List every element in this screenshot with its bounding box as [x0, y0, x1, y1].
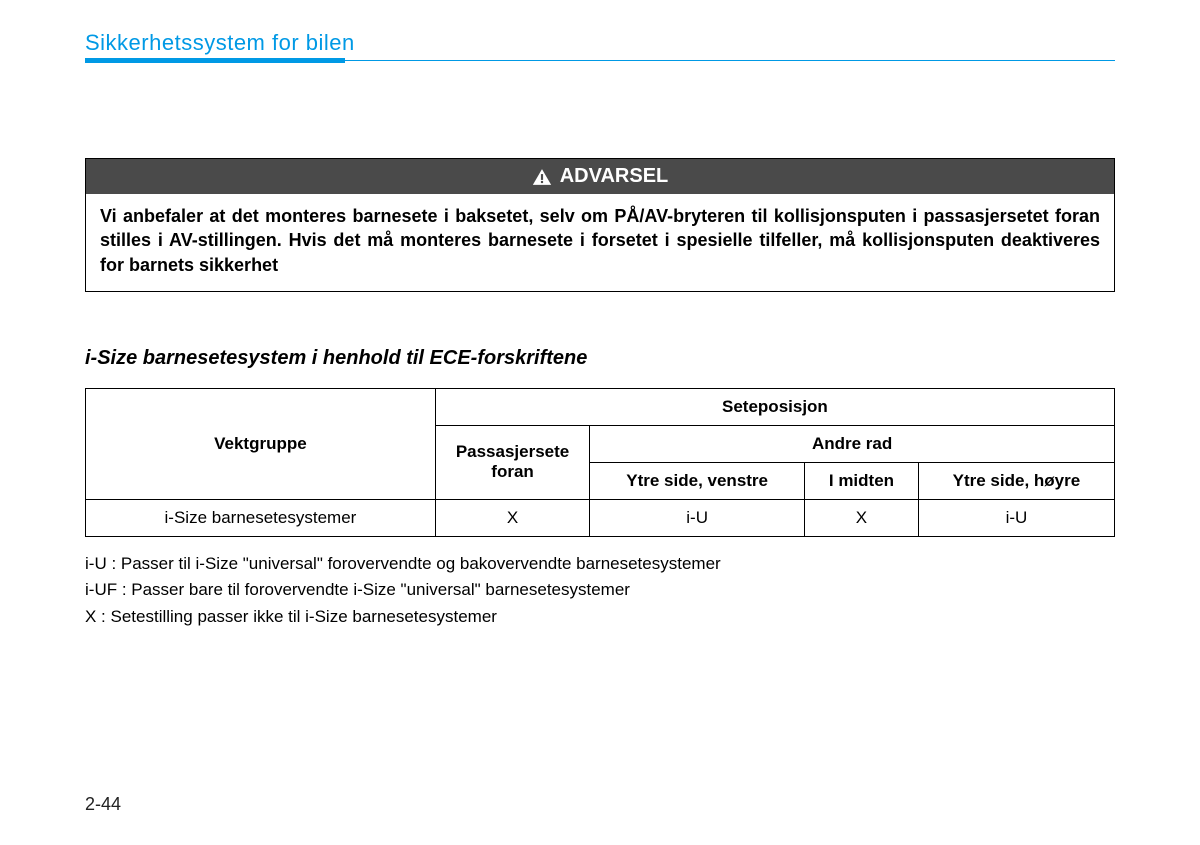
- cell-i-midten: X: [805, 499, 919, 536]
- page-title: Sikkerhetssystem for bilen: [85, 30, 1115, 56]
- cell-ytre-hoyre: i-U: [918, 499, 1114, 536]
- warning-label: ADVARSEL: [560, 165, 669, 188]
- cell-ytre-venstre: i-U: [590, 499, 805, 536]
- warning-box: ADVARSEL Vi anbefaler at det monteres ba…: [85, 158, 1115, 292]
- col-header-ytre-venstre: Ytre side, venstre: [590, 462, 805, 499]
- col-header-vektgruppe: Vektgruppe: [86, 388, 436, 499]
- header-rule-thick: [85, 58, 345, 63]
- table-row: i-Size barnesetesystemer X i-U X i-U: [86, 499, 1115, 536]
- page-number: 2-44: [85, 794, 121, 815]
- col-header-andre-rad: Andre rad: [590, 425, 1115, 462]
- header-rule: [85, 58, 1115, 63]
- isize-table: Vektgruppe Seteposisjon Passasjersete fo…: [85, 388, 1115, 537]
- warning-header: ADVARSEL: [86, 159, 1114, 194]
- row-label: i-Size barnesetesystemer: [86, 499, 436, 536]
- page-header: Sikkerhetssystem for bilen: [85, 30, 1115, 63]
- col-header-ytre-hoyre: Ytre side, høyre: [918, 462, 1114, 499]
- table-legend: i-U : Passer til i-Size "universal" foro…: [85, 551, 1115, 630]
- warning-body: Vi anbefaler at det monteres barnesete i…: [86, 194, 1114, 291]
- col-header-passasjer: Passasjersete foran: [435, 425, 589, 499]
- section-title: i-Size barnesetesystem i henhold til ECE…: [85, 347, 1115, 370]
- col-header-i-midten: I midten: [805, 462, 919, 499]
- header-rule-thin: [345, 60, 1115, 61]
- warning-triangle-icon: [532, 168, 552, 186]
- legend-line-x: X : Setestilling passer ikke til i-Size …: [85, 604, 1115, 630]
- legend-line-iu: i-U : Passer til i-Size "universal" foro…: [85, 551, 1115, 577]
- col-header-seteposisjon: Seteposisjon: [435, 388, 1114, 425]
- legend-line-iuf: i-UF : Passer bare til forovervendte i-S…: [85, 577, 1115, 603]
- cell-passasjer: X: [435, 499, 589, 536]
